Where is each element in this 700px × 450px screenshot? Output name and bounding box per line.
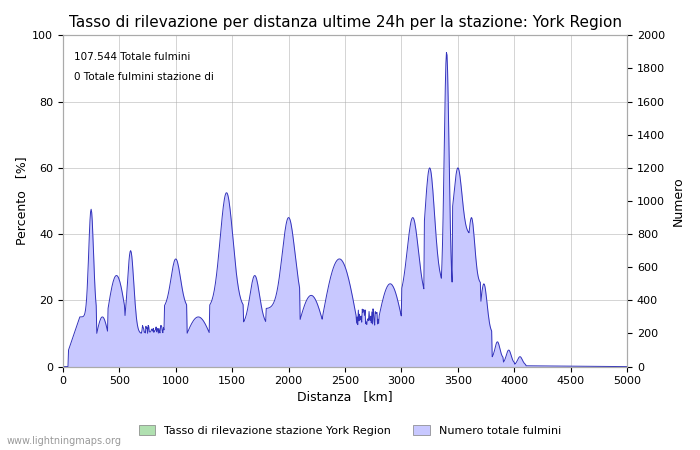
Y-axis label: Numero: Numero: [672, 176, 685, 226]
Title: Tasso di rilevazione per distanza ultime 24h per la stazione: York Region: Tasso di rilevazione per distanza ultime…: [69, 15, 622, 30]
Legend: Tasso di rilevazione stazione York Region, Numero totale fulmini: Tasso di rilevazione stazione York Regio…: [134, 420, 566, 440]
Text: 107.544 Totale fulmini: 107.544 Totale fulmini: [74, 52, 190, 62]
Y-axis label: Percento   [%]: Percento [%]: [15, 157, 28, 245]
X-axis label: Distanza   [km]: Distanza [km]: [298, 391, 393, 404]
Text: www.lightningmaps.org: www.lightningmaps.org: [7, 436, 122, 446]
Text: 0 Totale fulmini stazione di: 0 Totale fulmini stazione di: [74, 72, 214, 82]
